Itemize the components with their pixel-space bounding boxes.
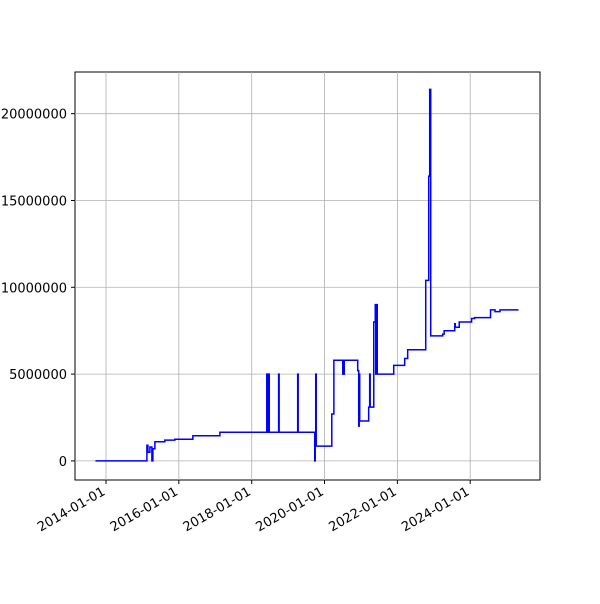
x-tick-label: 2014-01-01 xyxy=(35,484,108,535)
y-tick-label: 20000000 xyxy=(1,108,67,123)
x-tick-label: 2022-01-01 xyxy=(326,484,399,535)
x-tick-label: 2016-01-01 xyxy=(108,484,181,535)
y-tick-label: 10000000 xyxy=(1,281,67,296)
x-tick-label: 2018-01-01 xyxy=(181,484,254,535)
y-tick-label: 0 xyxy=(59,455,67,470)
y-tick-label: 5000000 xyxy=(9,368,67,383)
data-line xyxy=(95,88,519,462)
x-tick-label: 2020-01-01 xyxy=(254,484,327,535)
y-tick-label: 15000000 xyxy=(1,194,67,209)
plot-frame xyxy=(74,71,541,481)
x-tick-label: 2024-01-01 xyxy=(399,484,472,535)
